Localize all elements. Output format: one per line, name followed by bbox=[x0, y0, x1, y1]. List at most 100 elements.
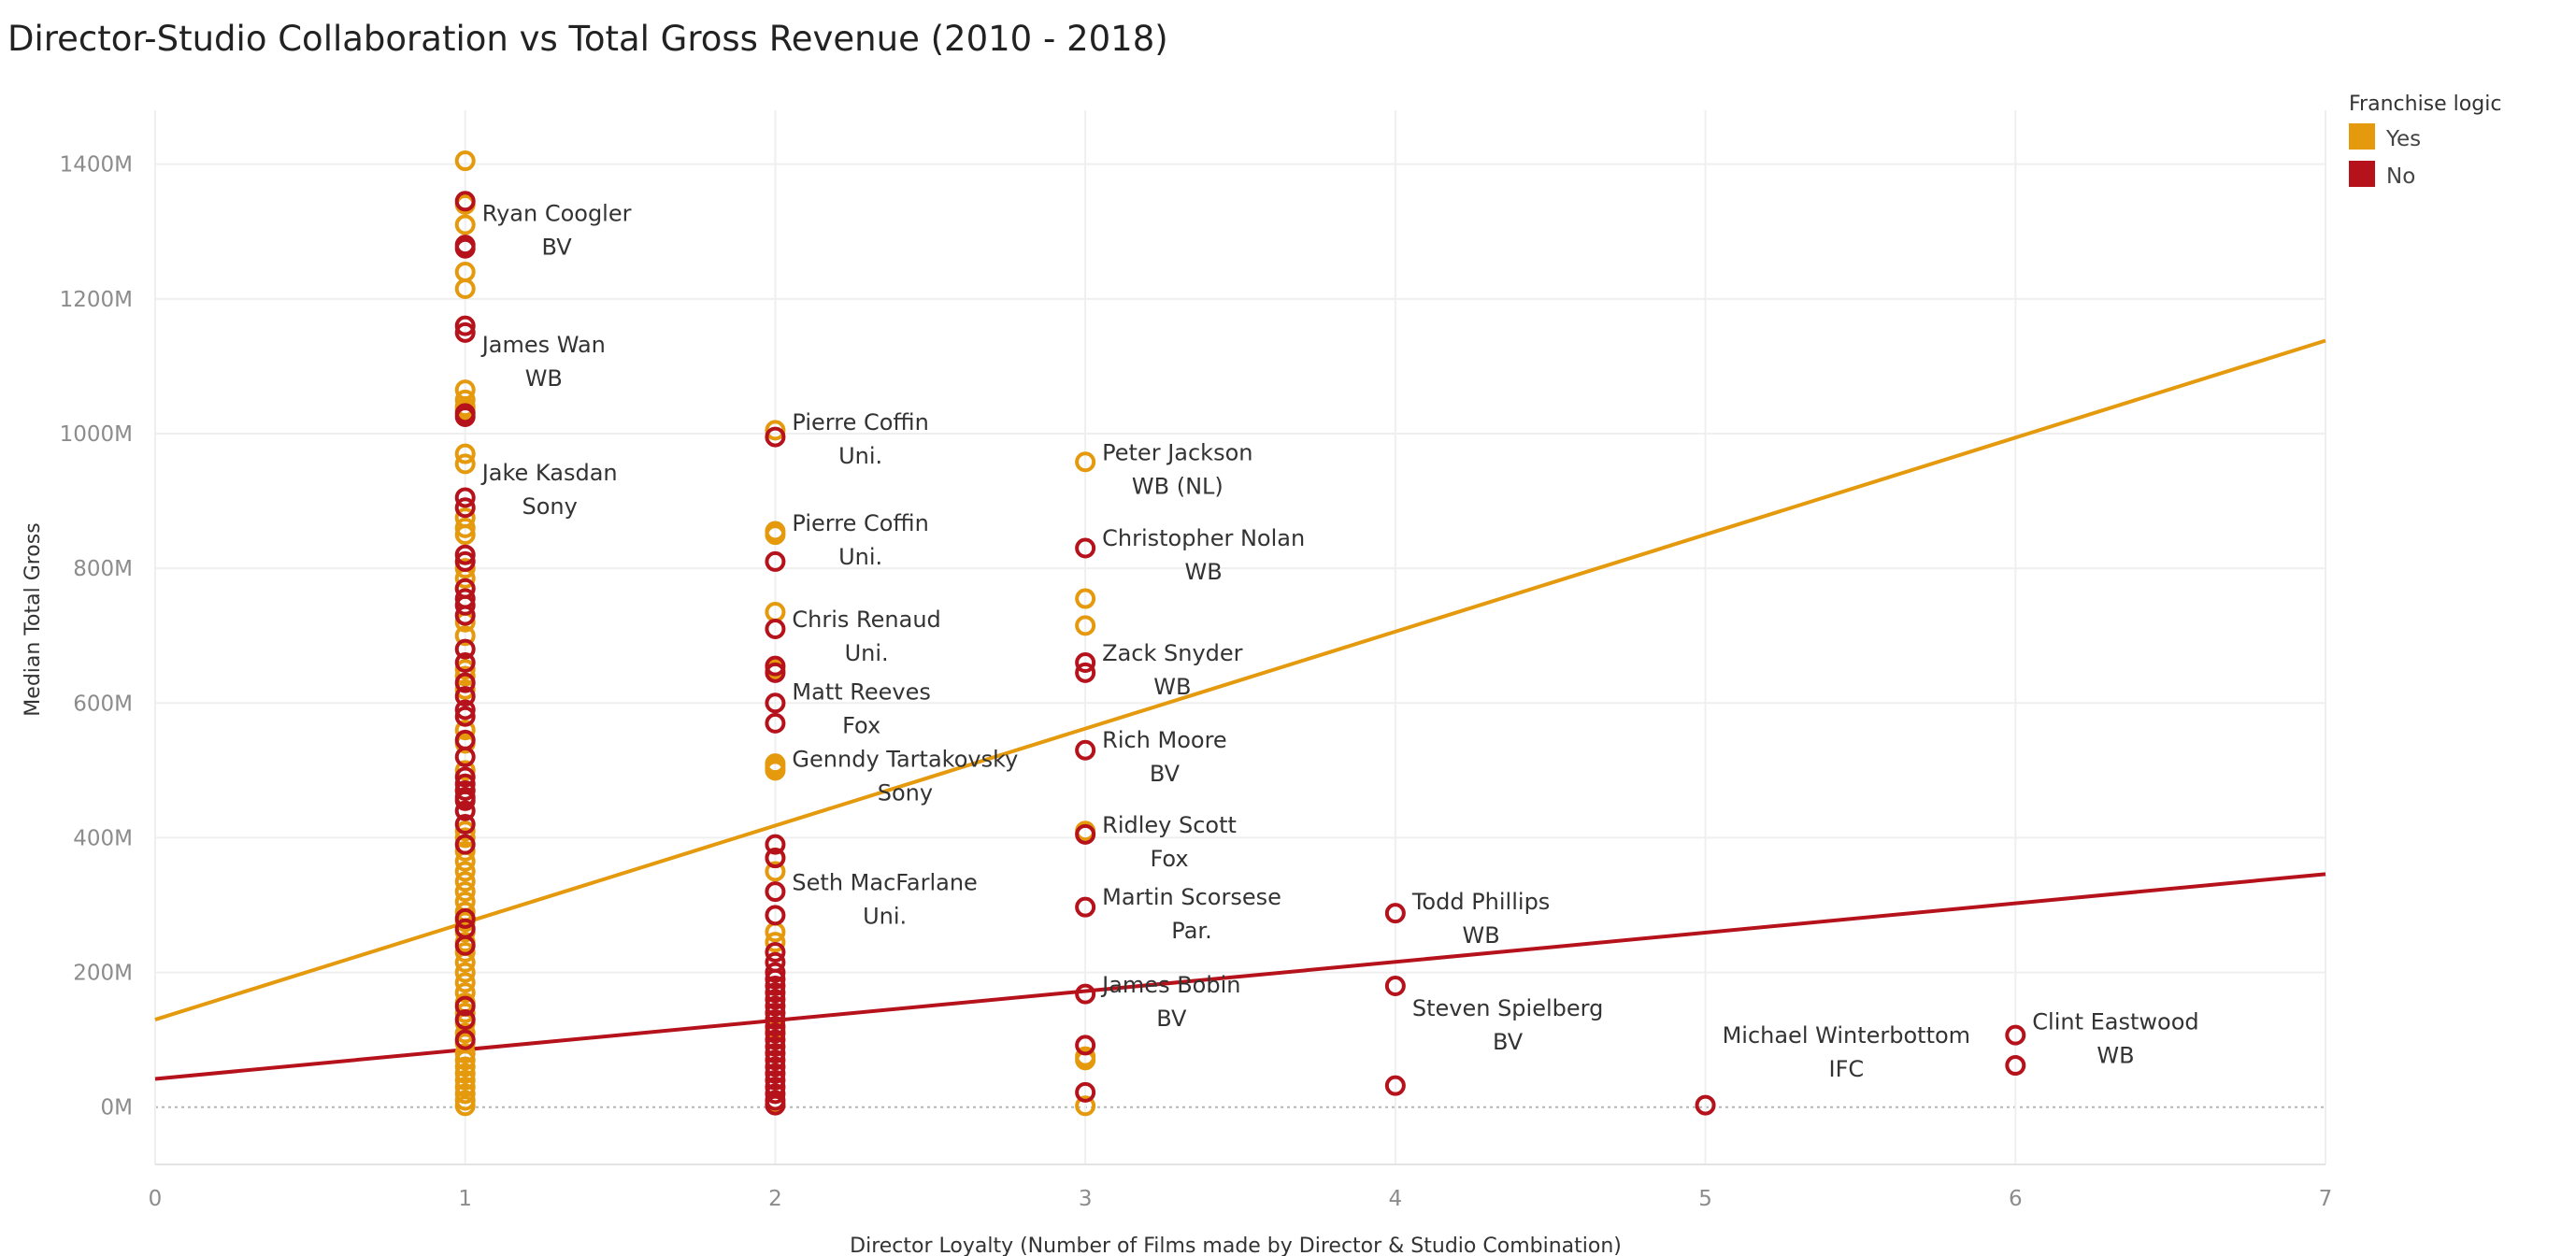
annotation-studio: WB (NL) bbox=[1132, 473, 1224, 499]
annotation: Rich Moore BV bbox=[1102, 727, 1227, 787]
data-point-no bbox=[765, 941, 786, 963]
trend-line-yes bbox=[154, 338, 2326, 1021]
annotation-studio: BV bbox=[542, 235, 573, 261]
annotation-studio: IFC bbox=[1828, 1056, 1864, 1082]
data-point-yes bbox=[454, 524, 476, 546]
data-point-yes bbox=[1075, 1049, 1096, 1071]
data-point-yes bbox=[454, 1056, 476, 1078]
data-point-yes bbox=[454, 861, 476, 882]
x-tick-label: 4 bbox=[1389, 1187, 1403, 1211]
data-point-yes bbox=[1075, 615, 1096, 636]
legend: Franchise logic Yes No bbox=[2349, 93, 2501, 189]
y-tick-label: 1200M bbox=[60, 288, 133, 312]
annotation-studio: Uni. bbox=[838, 544, 882, 570]
annotation: Clint Eastwood WB bbox=[2032, 1008, 2198, 1068]
data-point-no bbox=[765, 962, 786, 983]
data-point-no bbox=[765, 1002, 786, 1023]
data-point-no bbox=[765, 881, 786, 903]
annotation-director: Michael Winterbottom bbox=[1723, 1022, 1970, 1049]
data-point-yes bbox=[454, 150, 476, 172]
annotation: Seth MacFarlane Uni. bbox=[792, 869, 977, 929]
annotation: Pierre Coffin Uni. bbox=[792, 510, 928, 570]
legend-swatch-no bbox=[2349, 161, 2375, 187]
data-point-no bbox=[765, 989, 786, 1010]
data-point-no bbox=[765, 848, 786, 869]
data-point-no bbox=[454, 672, 476, 693]
annotation: James Wan WB bbox=[480, 332, 606, 392]
annotation: Zack Snyder WB bbox=[1102, 640, 1243, 700]
data-point-no bbox=[1384, 1075, 1406, 1096]
data-point-yes bbox=[454, 1069, 476, 1091]
data-point-yes bbox=[454, 962, 476, 983]
annotation: Martin Scorsese Par. bbox=[1102, 884, 1281, 944]
annotation-director: Steven Spielberg bbox=[1412, 995, 1603, 1021]
data-point-yes bbox=[454, 678, 476, 700]
data-point-no bbox=[454, 779, 476, 801]
annotation: Michael Winterbottom IFC bbox=[1723, 1022, 1970, 1082]
data-point-yes bbox=[1075, 451, 1096, 473]
data-point-no bbox=[454, 935, 476, 956]
annotation-director: James Bobin bbox=[1100, 972, 1240, 998]
data-point-no bbox=[765, 1063, 786, 1084]
data-point-no bbox=[454, 699, 476, 721]
annotation-director: Martin Scorsese bbox=[1102, 884, 1281, 910]
annotation: Ridley Scott Fox bbox=[1102, 812, 1237, 872]
x-tick-label: 7 bbox=[2319, 1187, 2333, 1211]
data-point-no bbox=[454, 1029, 476, 1050]
data-point-yes bbox=[454, 881, 476, 903]
y-axis-title: Median Total Gross bbox=[21, 522, 45, 716]
data-point-yes bbox=[765, 760, 786, 781]
data-point-no bbox=[454, 497, 476, 519]
annotation-studio: BV bbox=[1150, 761, 1181, 787]
annotation-studio: Sony bbox=[878, 779, 933, 806]
data-point-yes bbox=[454, 558, 476, 579]
data-point-no bbox=[765, 995, 786, 1017]
data-point-no bbox=[765, 1069, 786, 1091]
data-point-yes bbox=[1075, 1095, 1096, 1117]
annotation: Genndy Tartakovsky Sony bbox=[792, 746, 1018, 806]
annotation-studio: Fox bbox=[1150, 846, 1188, 872]
y-tick-label: 0M bbox=[101, 1096, 133, 1120]
annotation-director: Rich Moore bbox=[1102, 727, 1227, 753]
data-point-no bbox=[1075, 652, 1096, 674]
data-point-yes bbox=[454, 625, 476, 647]
data-point-no bbox=[1075, 662, 1096, 683]
annotation-director: Todd Phillips bbox=[1411, 889, 1550, 915]
annotation-studio: WB bbox=[1185, 559, 1223, 585]
data-point-no bbox=[765, 1083, 786, 1105]
data-point-no bbox=[454, 315, 476, 336]
data-point-no bbox=[765, 1022, 786, 1044]
annotation: Todd Phillips WB bbox=[1411, 889, 1550, 949]
data-point-no bbox=[765, 982, 786, 1004]
annotation-studio: Uni. bbox=[845, 640, 889, 666]
data-point-no bbox=[454, 652, 476, 674]
trend-line-no bbox=[154, 872, 2326, 1081]
annotation: Ryan Coogler BV bbox=[482, 201, 632, 261]
data-point-no bbox=[454, 605, 476, 626]
x-tick-label: 0 bbox=[149, 1187, 163, 1211]
data-point-yes bbox=[454, 443, 476, 464]
gridlines bbox=[154, 110, 2326, 1165]
data-point-no bbox=[765, 692, 786, 714]
data-point-yes bbox=[1075, 588, 1096, 609]
annotation-director: Pierre Coffin bbox=[792, 510, 928, 536]
data-point-yes bbox=[454, 453, 476, 475]
data-point-no bbox=[454, 746, 476, 767]
data-point-no bbox=[765, 655, 786, 677]
x-axis-ticks: 0 1 2 3 4 5 6 7 bbox=[149, 1187, 2333, 1211]
annotation-director: Chris Renaud bbox=[792, 607, 940, 633]
data-point-no bbox=[454, 790, 476, 811]
data-point-yes bbox=[454, 821, 476, 842]
annotation-director: Seth MacFarlane bbox=[792, 869, 977, 895]
data-point-yes bbox=[454, 1063, 476, 1084]
legend-label-no: No bbox=[2386, 164, 2415, 189]
data-point-yes bbox=[765, 420, 786, 441]
data-point-no bbox=[765, 1016, 786, 1037]
annotation-director: Ryan Coogler bbox=[482, 201, 632, 227]
data-point-no bbox=[1075, 1035, 1096, 1056]
chart-title: Director-Studio Collaboration vs Total G… bbox=[7, 19, 1168, 59]
annotation-studio: Sony bbox=[522, 493, 577, 520]
annotation: Pierre Coffin Uni. bbox=[792, 409, 928, 469]
data-point-no bbox=[1075, 823, 1096, 845]
data-point-no bbox=[765, 1049, 786, 1071]
